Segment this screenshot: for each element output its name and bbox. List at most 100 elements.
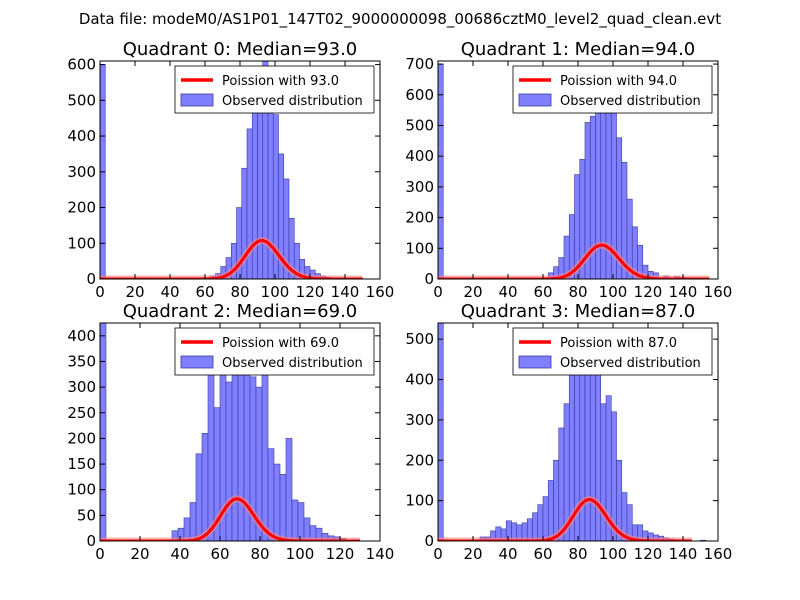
histogram-bar xyxy=(438,323,444,541)
y-tick-label: 0 xyxy=(424,532,434,550)
y-tick-label: 400 xyxy=(405,147,434,165)
legend-hist-label: Observed distribution xyxy=(560,94,701,109)
x-tick-label: 60 xyxy=(533,283,552,301)
y-tick-label: 500 xyxy=(405,116,434,134)
x-tick-label: 20 xyxy=(130,545,149,563)
x-tick-label: 140 xyxy=(366,545,395,563)
y-tick-label: 600 xyxy=(405,86,434,104)
x-tick-label: 0 xyxy=(433,545,443,563)
histogram-bars xyxy=(438,323,707,541)
x-tick-label: 20 xyxy=(125,283,144,301)
y-tick-label: 100 xyxy=(67,481,96,499)
histogram-bar xyxy=(279,474,287,541)
x-tick-label: 60 xyxy=(210,545,229,563)
histogram-bar xyxy=(297,502,305,541)
y-tick-label: 200 xyxy=(405,451,434,469)
x-tick-label: 40 xyxy=(170,545,189,563)
y-tick-label: 700 xyxy=(405,55,434,73)
histogram-bar xyxy=(537,504,544,541)
y-tick-label: 100 xyxy=(405,492,434,510)
histogram-bar xyxy=(207,366,215,541)
y-tick-label: 200 xyxy=(67,199,96,217)
x-tick-label: 40 xyxy=(498,545,517,563)
y-tick-label: 500 xyxy=(405,330,434,348)
subplot-title: Quadrant 1: Median=94.0 xyxy=(461,39,696,60)
histogram-bar xyxy=(201,432,209,541)
x-tick-label: 160 xyxy=(704,283,733,301)
y-tick-label: 500 xyxy=(67,91,96,109)
x-tick-label: 0 xyxy=(433,283,443,301)
x-tick-label: 60 xyxy=(195,283,214,301)
legend-hist-swatch xyxy=(518,355,552,369)
x-tick-label: 80 xyxy=(568,283,587,301)
x-tick-label: 120 xyxy=(634,545,663,563)
y-tick-label: 300 xyxy=(67,163,96,181)
legend-curve-label: Poission with 94.0 xyxy=(560,74,677,89)
histogram-bar xyxy=(532,512,539,541)
y-tick-label: 0 xyxy=(86,270,96,288)
legend-hist-swatch xyxy=(180,355,214,369)
y-tick-label: 400 xyxy=(405,371,434,389)
histogram-bar xyxy=(595,371,602,541)
y-tick-label: 0 xyxy=(86,532,96,550)
x-tick-label: 100 xyxy=(286,545,315,563)
histogram-bar xyxy=(273,463,281,541)
legend-hist-swatch xyxy=(180,93,214,107)
subplot-quadrant-0: 0 20 40 60 80 100 120 140 160 0 100 200 300 400 500 600… xyxy=(67,39,394,301)
y-tick-label: 400 xyxy=(67,327,96,345)
y-tick-label: 0 xyxy=(424,270,434,288)
y-tick-label: 600 xyxy=(67,56,96,74)
y-tick-label: 50 xyxy=(77,506,96,524)
y-tick-label: 300 xyxy=(405,411,434,429)
subplot-quadrant-2: 0 20 40 60 80 100 120 140 0 50 100 150 200 250 300 350 4… xyxy=(67,301,394,563)
legend-hist-swatch xyxy=(518,93,552,107)
axes-frame xyxy=(99,322,381,542)
x-tick-label: 120 xyxy=(326,545,355,563)
poisson-curve xyxy=(100,497,360,541)
y-tick-label: 200 xyxy=(405,209,434,227)
legend-curve-label: Poission with 87.0 xyxy=(560,336,677,351)
histogram-bar xyxy=(547,480,554,541)
y-tick-label: 150 xyxy=(67,455,96,473)
x-tick-label: 0 xyxy=(95,283,105,301)
y-tick-label: 350 xyxy=(67,352,96,370)
x-tick-label: 120 xyxy=(296,283,325,301)
histogram-bar xyxy=(189,502,197,541)
y-tick-label: 100 xyxy=(67,234,96,252)
histogram-bar xyxy=(267,448,275,541)
x-tick-label: 0 xyxy=(95,545,105,563)
histogram-bars xyxy=(100,323,353,541)
subplot-quadrant-3: 0 20 40 60 80 100 120 140 160 0 100 200 300 400 500 Qua… xyxy=(405,301,732,563)
x-tick-label: 100 xyxy=(599,545,628,563)
x-tick-label: 160 xyxy=(366,283,395,301)
subplot-title: Quadrant 3: Median=87.0 xyxy=(461,301,696,322)
x-tick-label: 140 xyxy=(331,283,360,301)
x-tick-label: 20 xyxy=(463,545,482,563)
y-tick-label: 250 xyxy=(67,404,96,422)
legend-curve-label: Poission with 93.0 xyxy=(222,74,339,89)
x-tick-label: 140 xyxy=(669,283,698,301)
legend-hist-label: Observed distribution xyxy=(222,356,363,371)
histogram-bar xyxy=(195,453,203,541)
x-tick-label: 140 xyxy=(669,545,698,563)
histogram-bar xyxy=(637,244,644,279)
histogram-bar xyxy=(558,427,565,541)
subplot-quadrant-1: 0 20 40 60 80 100 120 140 160 0 100 200 300 400 500 600… xyxy=(405,39,732,301)
histogram-bars xyxy=(438,63,686,279)
x-tick-label: 160 xyxy=(704,545,733,563)
histogram-bar xyxy=(553,459,560,541)
histogram-bar xyxy=(600,97,607,279)
histogram-bar xyxy=(438,63,444,279)
subplot-title: Quadrant 2: Median=69.0 xyxy=(123,301,358,322)
x-tick-label: 80 xyxy=(230,283,249,301)
y-tick-label: 200 xyxy=(67,429,96,447)
histogram-bar xyxy=(542,496,549,541)
histogram-bar xyxy=(291,499,299,541)
y-tick-label: 100 xyxy=(405,239,434,257)
histogram-bar xyxy=(225,381,233,541)
y-tick-label: 300 xyxy=(405,178,434,196)
poisson-curve-group xyxy=(100,495,360,541)
x-tick-label: 80 xyxy=(250,545,269,563)
x-tick-label: 80 xyxy=(568,545,587,563)
